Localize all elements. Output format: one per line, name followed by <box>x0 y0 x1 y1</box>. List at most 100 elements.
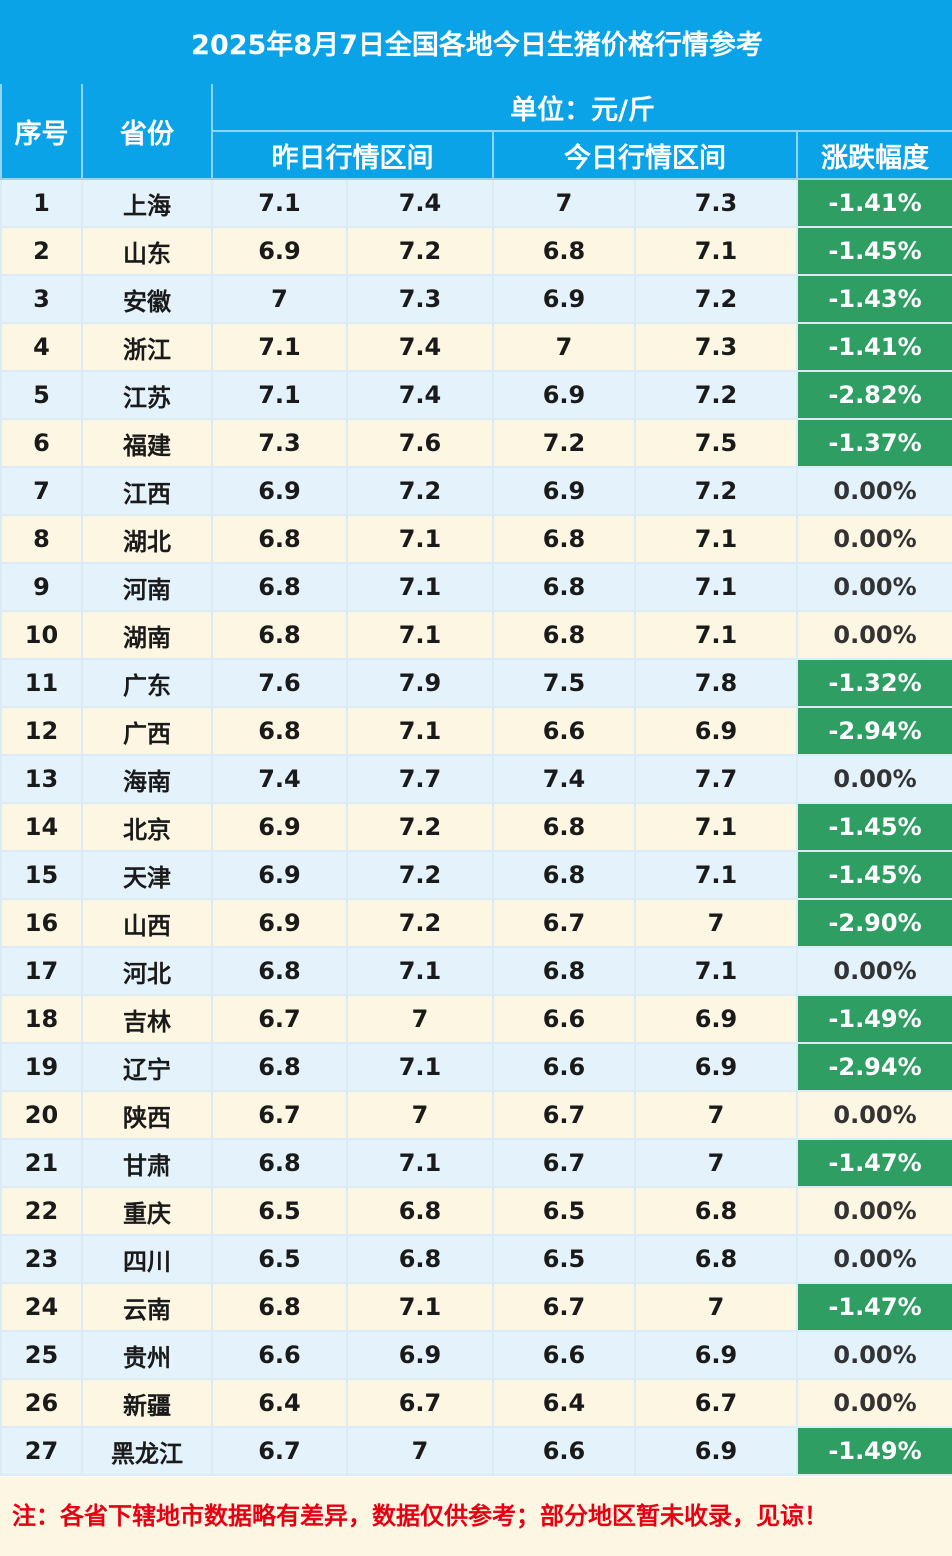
table-row: 21 甘肃 6.8 7.1 6.7 7 -1.47% <box>0 1138 952 1188</box>
table-row: 10 湖南 6.8 7.1 6.8 7.1 0.00% <box>0 610 952 660</box>
today-low: 6.6 <box>492 1042 636 1092</box>
row-province: 上海 <box>81 178 213 228</box>
table-row: 16 山西 6.9 7.2 6.7 7 -2.90% <box>0 898 952 948</box>
row-province: 安徽 <box>81 274 213 324</box>
yesterday-high: 7.9 <box>346 658 494 708</box>
today-high: 6.8 <box>634 1234 798 1284</box>
yesterday-high: 7.2 <box>346 802 494 852</box>
row-index: 21 <box>0 1138 83 1188</box>
table-row: 17 河北 6.8 7.1 6.8 7.1 0.00% <box>0 946 952 996</box>
table-row: 26 新疆 6.4 6.7 6.4 6.7 0.00% <box>0 1378 952 1428</box>
row-index: 27 <box>0 1426 83 1476</box>
today-low: 6.8 <box>492 226 636 276</box>
yesterday-high: 7.3 <box>346 274 494 324</box>
row-province: 江苏 <box>81 370 213 420</box>
today-high: 6.9 <box>634 1330 798 1380</box>
yesterday-high: 6.8 <box>346 1186 494 1236</box>
today-low: 6.7 <box>492 1090 636 1140</box>
change-percent: -1.32% <box>795 658 952 708</box>
yesterday-high: 7.1 <box>346 1282 494 1332</box>
row-province: 云南 <box>81 1282 213 1332</box>
change-percent: -2.94% <box>795 706 952 756</box>
row-province: 甘肃 <box>81 1138 213 1188</box>
table-row: 18 吉林 6.7 7 6.6 6.9 -1.49% <box>0 994 952 1044</box>
yesterday-low: 6.8 <box>211 1138 348 1188</box>
row-province: 新疆 <box>81 1378 213 1428</box>
today-high: 7.1 <box>634 514 798 564</box>
row-index: 16 <box>0 898 83 948</box>
yesterday-low: 7.1 <box>211 322 348 372</box>
row-province: 北京 <box>81 802 213 852</box>
row-province: 重庆 <box>81 1186 213 1236</box>
today-low: 6.5 <box>492 1186 636 1236</box>
header-yesterday-range: 昨日行情区间 <box>211 130 494 180</box>
table-row: 2 山东 6.9 7.2 6.8 7.1 -1.45% <box>0 226 952 276</box>
yesterday-low: 7.1 <box>211 178 348 228</box>
row-index: 18 <box>0 994 83 1044</box>
table-row: 20 陕西 6.7 7 6.7 7 0.00% <box>0 1090 952 1140</box>
row-province: 湖南 <box>81 610 213 660</box>
today-high: 7.1 <box>634 946 798 996</box>
today-low: 6.9 <box>492 274 636 324</box>
today-high: 7.2 <box>634 274 798 324</box>
yesterday-high: 7.1 <box>346 1138 494 1188</box>
row-index: 15 <box>0 850 83 900</box>
row-province: 海南 <box>81 754 213 804</box>
yesterday-high: 7.2 <box>346 226 494 276</box>
change-percent: -1.49% <box>795 1426 952 1476</box>
yesterday-low: 7.4 <box>211 754 348 804</box>
table-row: 25 贵州 6.6 6.9 6.6 6.9 0.00% <box>0 1330 952 1380</box>
row-index: 10 <box>0 610 83 660</box>
yesterday-low: 6.8 <box>211 706 348 756</box>
yesterday-high: 6.7 <box>346 1378 494 1428</box>
yesterday-low: 6.7 <box>211 1090 348 1140</box>
row-index: 24 <box>0 1282 83 1332</box>
change-percent: -1.41% <box>795 322 952 372</box>
row-index: 7 <box>0 466 83 516</box>
table-row: 23 四川 6.5 6.8 6.5 6.8 0.00% <box>0 1234 952 1284</box>
today-high: 6.9 <box>634 1426 798 1476</box>
header-today-range: 今日行情区间 <box>492 130 798 180</box>
today-high: 7 <box>634 1282 798 1332</box>
header-change: 涨跌幅度 <box>795 130 952 180</box>
row-index: 9 <box>0 562 83 612</box>
price-table: 2025年8月7日全国各地今日生猪价格行情参考 序号 省份 单位：元/斤 昨日行… <box>0 0 952 1476</box>
row-index: 5 <box>0 370 83 420</box>
yesterday-high: 7.4 <box>346 370 494 420</box>
yesterday-low: 7.3 <box>211 418 348 468</box>
yesterday-high: 7 <box>346 1090 494 1140</box>
yesterday-low: 6.8 <box>211 514 348 564</box>
change-percent: -1.43% <box>795 274 952 324</box>
row-province: 黑龙江 <box>81 1426 213 1476</box>
row-index: 4 <box>0 322 83 372</box>
table-row: 7 江西 6.9 7.2 6.9 7.2 0.00% <box>0 466 952 516</box>
today-low: 6.6 <box>492 706 636 756</box>
row-province: 福建 <box>81 418 213 468</box>
change-percent: -1.47% <box>795 1138 952 1188</box>
change-percent: 0.00% <box>795 466 952 516</box>
today-high: 6.9 <box>634 706 798 756</box>
header-unit: 单位：元/斤 <box>210 82 952 132</box>
yesterday-high: 7.1 <box>346 514 494 564</box>
change-percent: 0.00% <box>795 610 952 660</box>
change-percent: 0.00% <box>795 1186 952 1236</box>
table-row: 12 广西 6.8 7.1 6.6 6.9 -2.94% <box>0 706 952 756</box>
today-low: 6.8 <box>492 610 636 660</box>
row-province: 陕西 <box>81 1090 213 1140</box>
yesterday-high: 7 <box>346 994 494 1044</box>
row-index: 14 <box>0 802 83 852</box>
today-low: 6.6 <box>492 1330 636 1380</box>
table-row: 27 黑龙江 6.7 7 6.6 6.9 -1.49% <box>0 1426 952 1476</box>
today-high: 6.8 <box>634 1186 798 1236</box>
change-percent: 0.00% <box>795 1330 952 1380</box>
today-low: 6.8 <box>492 946 636 996</box>
footnote: 注：各省下辖地市数据略有差异，数据仅供参考；部分地区暂未收录，见谅！ <box>0 1477 952 1556</box>
change-percent: -1.45% <box>795 850 952 900</box>
today-low: 7 <box>492 322 636 372</box>
today-high: 7.1 <box>634 562 798 612</box>
yesterday-low: 6.8 <box>211 946 348 996</box>
yesterday-low: 6.7 <box>211 1426 348 1476</box>
change-percent: 0.00% <box>795 1378 952 1428</box>
change-percent: -2.90% <box>795 898 952 948</box>
